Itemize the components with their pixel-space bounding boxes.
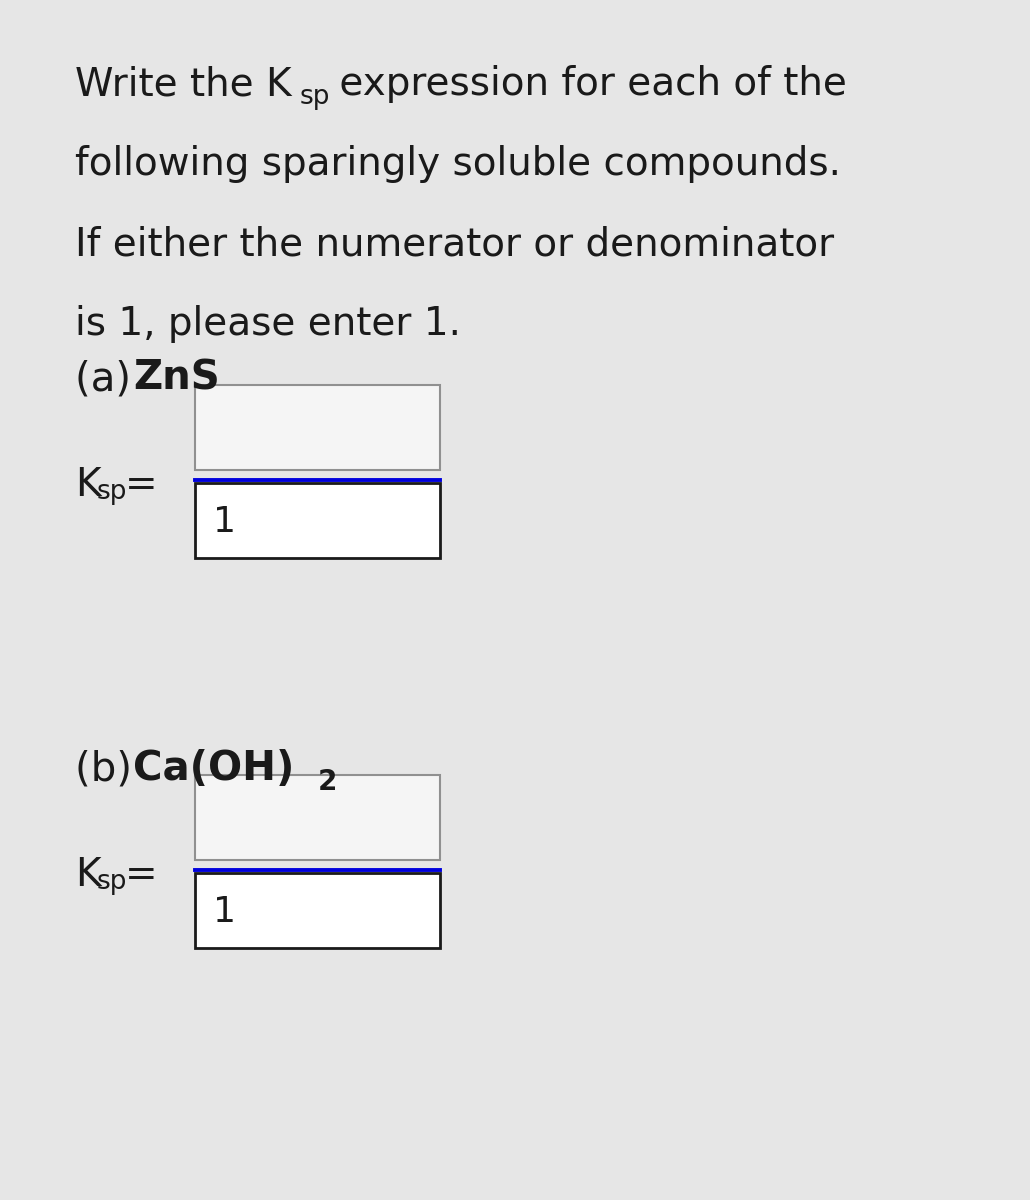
Text: =: =: [125, 856, 158, 894]
Text: 1: 1: [213, 505, 236, 539]
Text: sp: sp: [97, 479, 128, 505]
Bar: [195, 482, 440, 558]
Text: (a): (a): [75, 359, 144, 398]
Text: expression for each of the: expression for each of the: [327, 65, 847, 103]
Text: (b): (b): [75, 749, 145, 790]
Bar: [195, 874, 440, 948]
Bar: [195, 385, 440, 470]
Text: 1: 1: [213, 895, 236, 929]
Text: K: K: [75, 856, 101, 894]
Text: Ca(OH): Ca(OH): [133, 749, 295, 790]
Bar: [195, 775, 440, 860]
Text: is 1, please enter 1.: is 1, please enter 1.: [75, 305, 461, 343]
Text: 2: 2: [318, 768, 338, 796]
Text: K: K: [75, 466, 101, 504]
Text: ZnS: ZnS: [133, 359, 219, 398]
Text: If either the numerator or denominator: If either the numerator or denominator: [75, 226, 834, 263]
Text: sp: sp: [97, 869, 128, 895]
Text: =: =: [125, 466, 158, 504]
Text: following sparingly soluble compounds.: following sparingly soluble compounds.: [75, 145, 842, 182]
Text: sp: sp: [300, 84, 331, 110]
Text: Write the K: Write the K: [75, 65, 291, 103]
